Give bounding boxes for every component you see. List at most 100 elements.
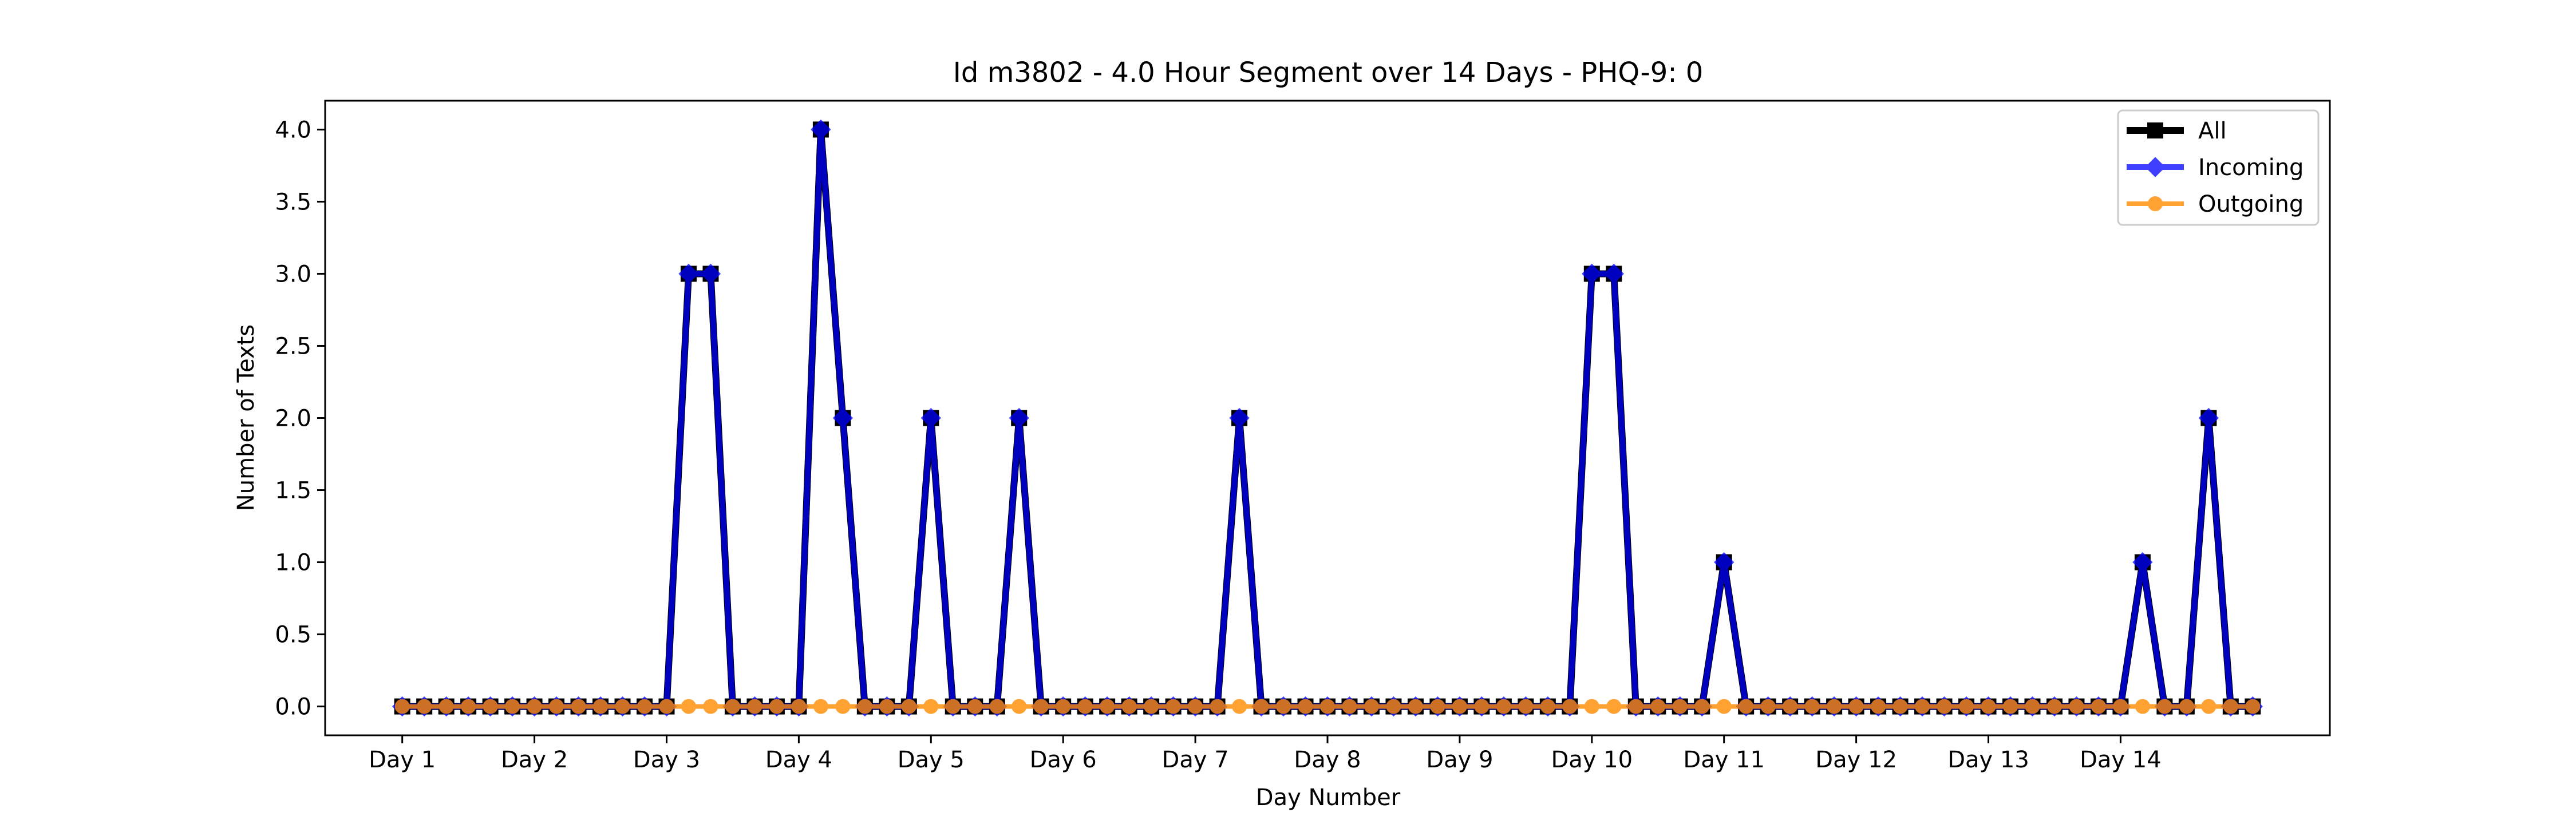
data-point <box>1386 699 1401 714</box>
x-tick-label: Day 5 <box>898 747 965 773</box>
data-point <box>725 699 740 714</box>
data-point <box>945 699 961 714</box>
x-tick-label: Day 2 <box>501 747 568 773</box>
legend-marker <box>2145 157 2166 177</box>
data-point <box>1364 699 1379 714</box>
data-point <box>417 699 432 714</box>
data-point <box>1121 699 1137 714</box>
data-point <box>700 263 721 284</box>
data-point <box>920 407 941 429</box>
data-point <box>1650 699 1666 714</box>
data-point <box>1320 699 1335 714</box>
x-tick-label: Day 9 <box>1426 747 1493 773</box>
data-point <box>1672 699 1688 714</box>
x-tick-label: Day 12 <box>1815 747 1897 773</box>
x-tick-label: Day 14 <box>2080 747 2162 773</box>
data-point <box>1232 699 1247 714</box>
legend-label: Incoming <box>2198 154 2304 181</box>
data-point <box>1009 407 1029 429</box>
y-tick-label: 3.5 <box>275 189 311 215</box>
data-point <box>1628 699 1643 714</box>
data-point <box>1739 699 1754 714</box>
data-point <box>1783 699 1798 714</box>
data-point <box>2069 699 2084 714</box>
x-tick-label: Day 3 <box>633 747 700 773</box>
data-point <box>1430 699 1445 714</box>
data-point <box>811 119 831 140</box>
y-axis: 0.0 0.5 1.0 1.5 2.0 2.5 3.0 3.5 4.0 <box>275 117 325 720</box>
data-point <box>1496 699 1511 714</box>
data-point <box>571 699 586 714</box>
data-point <box>2245 699 2261 714</box>
data-point <box>394 699 410 714</box>
data-point <box>483 699 498 714</box>
data-point <box>1518 699 1534 714</box>
data-point <box>1716 699 1732 714</box>
data-point <box>1100 699 1115 714</box>
y-tick-label: 2.0 <box>275 406 311 432</box>
data-point <box>1915 699 1930 714</box>
y-tick-label: 0.0 <box>275 694 311 720</box>
legend-label: All <box>2198 118 2227 144</box>
data-point <box>549 699 564 714</box>
data-point <box>1408 699 1423 714</box>
data-point <box>813 699 828 714</box>
data-point <box>1714 552 1735 573</box>
x-tick-label: Day 8 <box>1294 747 1361 773</box>
data-point <box>2046 699 2062 714</box>
chart-title: Id m3802 - 4.0 Hour Segment over 14 Days… <box>953 57 1704 89</box>
data-point <box>2091 699 2106 714</box>
data-point <box>1210 699 1225 714</box>
data-point <box>1871 699 1886 714</box>
legend-item <box>2127 122 2184 138</box>
data-point <box>1342 699 1357 714</box>
data-point <box>1582 263 1602 284</box>
data-point <box>901 699 916 714</box>
data-point <box>1276 699 1291 714</box>
data-point <box>678 263 699 284</box>
data-point <box>1606 699 1622 714</box>
data-point <box>1893 699 1908 714</box>
data-point <box>1188 699 1203 714</box>
data-point <box>593 699 609 714</box>
legend-item <box>2127 196 2184 211</box>
data-point <box>1694 699 1710 714</box>
y-tick-label: 0.5 <box>275 622 311 648</box>
x-tick-label: Day 4 <box>765 747 832 773</box>
data-point <box>1603 263 1624 284</box>
data-point <box>1229 407 1250 429</box>
data-point <box>461 699 476 714</box>
series-layer <box>392 119 2263 717</box>
data-point <box>832 407 854 429</box>
data-point <box>1144 699 1159 714</box>
data-point <box>2198 407 2219 429</box>
x-tick-label: Day 11 <box>1683 747 1765 773</box>
data-point <box>2157 699 2172 714</box>
legend: All Incoming Outgoing <box>2117 109 2320 226</box>
data-point <box>1827 699 1842 714</box>
data-point <box>1562 699 1578 714</box>
data-point <box>967 699 983 714</box>
data-point <box>791 699 807 714</box>
x-tick-label: Day 13 <box>1947 747 2029 773</box>
data-point <box>1937 699 1952 714</box>
data-point <box>769 699 784 714</box>
x-tick-label: Day 6 <box>1030 747 1097 773</box>
data-point <box>879 699 895 714</box>
data-point <box>1804 699 1820 714</box>
series-outgoing <box>394 699 2261 714</box>
y-tick-label: 3.0 <box>275 261 311 287</box>
data-point <box>747 699 762 714</box>
x-axis-label: Day Number <box>1256 785 1401 811</box>
data-point <box>857 699 872 714</box>
data-point <box>703 699 718 714</box>
data-point <box>2025 699 2040 714</box>
data-point <box>923 699 939 714</box>
data-point <box>659 699 674 714</box>
data-point <box>615 699 630 714</box>
data-point <box>2201 699 2217 714</box>
data-point <box>1452 699 1467 714</box>
data-point <box>2113 699 2128 714</box>
x-axis: Day 1 Day 2 Day 3 Day 4 Day 5 Day 6 Day 7 Day 8… <box>369 735 2162 773</box>
data-point <box>1012 699 1027 714</box>
